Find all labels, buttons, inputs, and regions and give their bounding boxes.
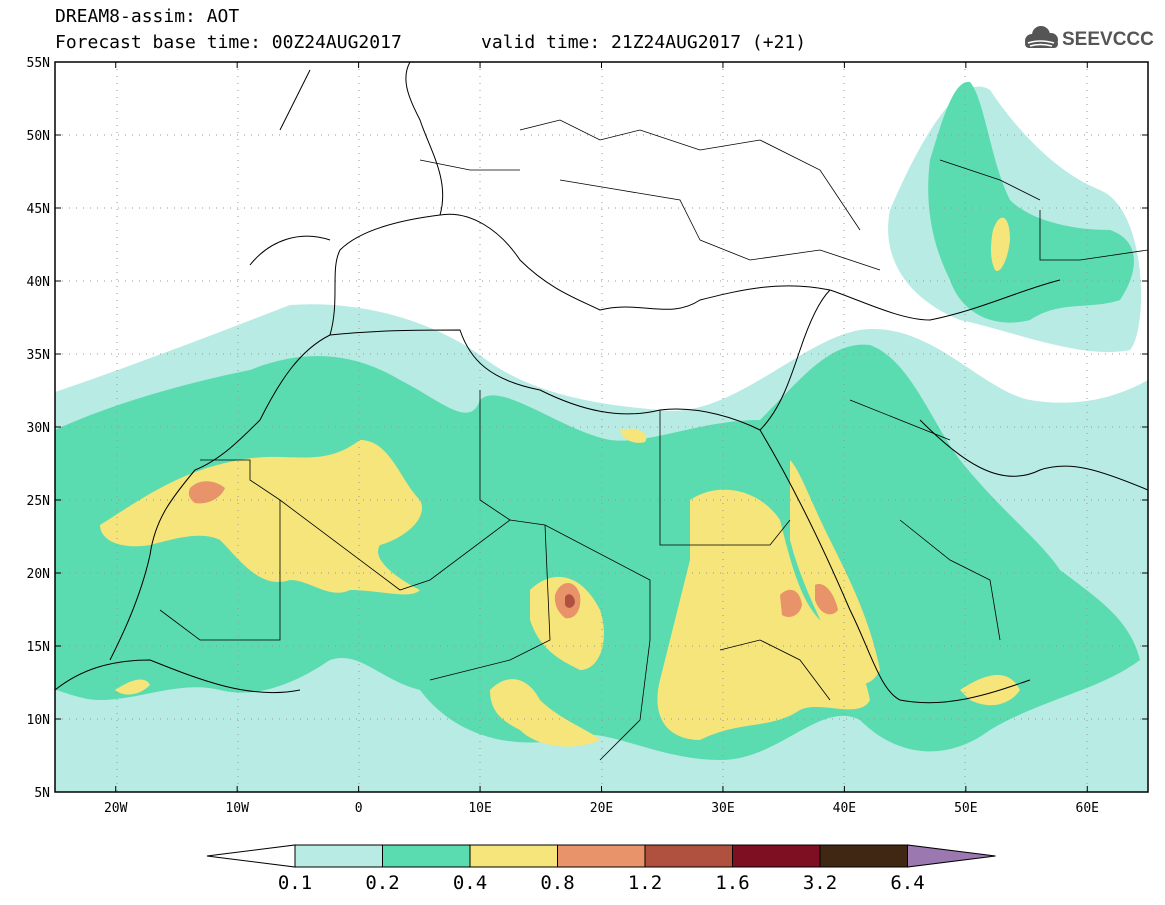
- colorbar-swatch: [294, 844, 383, 868]
- logo-text: SEEVCCC: [1062, 29, 1154, 50]
- country-borders: [159, 119, 1148, 761]
- colorbar-high-arrow: [907, 844, 996, 868]
- lon-tick-labels: 20W 10W 0 10E 20E 30E 40E 50E 60E: [104, 801, 1099, 816]
- aot-level-1.2: [565, 594, 575, 608]
- lon-tick-label: 20W: [104, 801, 128, 816]
- colorbar-label: 0.2: [365, 872, 400, 894]
- lat-tick-label: 40N: [27, 275, 50, 290]
- lat-tick-label: 35N: [27, 348, 50, 363]
- colorbar-label: 0.1: [277, 872, 313, 894]
- colorbar-low-arrow: [206, 844, 296, 868]
- lon-tick-label: 20E: [590, 801, 613, 816]
- colorbar-swatch: [819, 844, 908, 868]
- forecast-base-time: Forecast base time: 00Z24AUG2017: [55, 32, 402, 53]
- lat-tick-label: 10N: [27, 713, 50, 728]
- lat-tick-label: 45N: [27, 202, 50, 217]
- colorbar-label: 1.2: [627, 872, 663, 894]
- map-title: DREAM8-assim: AOT: [55, 6, 240, 27]
- aot-level-0.4: [100, 217, 1020, 747]
- lat-tick-label: 5N: [34, 786, 50, 801]
- lat-tick-labels: 55N 50N 45N 40N 35N 30N 25N 20N 15N 10N 5N: [27, 56, 50, 801]
- lon-tick-label: 40E: [833, 801, 856, 816]
- lon-tick-label: 30E: [711, 801, 734, 816]
- colorbar-swatch: [382, 844, 471, 868]
- lat-tick-label: 50N: [27, 129, 50, 144]
- cloud-icon: [1025, 26, 1058, 48]
- lat-tick-label: 25N: [27, 494, 50, 509]
- valid-time: valid time: 21Z24AUG2017 (+21): [481, 32, 807, 53]
- colorbar-label: 3.2: [802, 872, 838, 894]
- lat-tick-label: 20N: [27, 567, 50, 582]
- lat-tick-label: 30N: [27, 421, 50, 436]
- colorbar-label: 0.8: [540, 872, 575, 894]
- colorbar-swatch: [732, 844, 821, 868]
- colorbar-swatch: [644, 844, 733, 868]
- lat-tick-label: 55N: [27, 56, 50, 71]
- colorbar-label: 6.4: [890, 872, 925, 894]
- lon-tick-label: 0: [355, 801, 363, 816]
- lon-tick-label: 10E: [468, 801, 491, 816]
- colorbar-swatch: [469, 844, 558, 868]
- axis-ticks: [55, 61, 1148, 793]
- coastlines: [55, 62, 1148, 704]
- lon-tick-label: 50E: [954, 801, 977, 816]
- colorbar-label: 1.6: [715, 872, 750, 894]
- colorbar-label: 0.4: [452, 872, 488, 894]
- lon-tick-label: 60E: [1076, 801, 1099, 816]
- colorbar: [206, 844, 996, 868]
- colorbar-swatch: [557, 844, 646, 868]
- lon-tick-label: 10W: [225, 801, 249, 816]
- lat-tick-label: 15N: [27, 640, 50, 655]
